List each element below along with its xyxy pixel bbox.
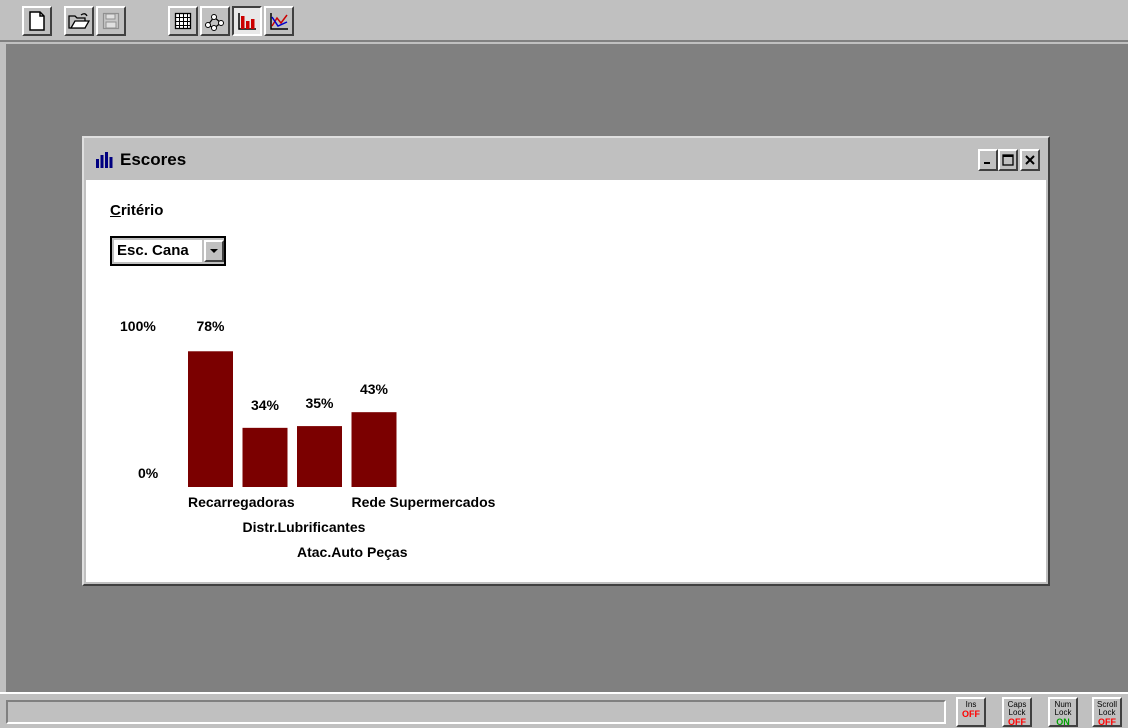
new-document-icon	[29, 11, 45, 31]
criterio-dropdown-button[interactable]	[204, 240, 224, 262]
save-disk-icon	[102, 12, 120, 30]
open-folder-icon	[68, 13, 90, 29]
minimize-icon	[984, 162, 990, 164]
y-tick-label: 0%	[138, 465, 159, 481]
status-bar: Ins OFF Caps Lock OFF Num Lock ON Scroll…	[0, 692, 1128, 728]
line-chart-button[interactable]	[264, 6, 294, 36]
close-icon	[1025, 155, 1035, 165]
window-client-area: Critério Esc. Cana 100% 0% 78% Recarregad…	[86, 180, 1046, 582]
new-document-button[interactable]	[22, 6, 52, 36]
network-diagram-button[interactable]	[200, 6, 230, 36]
bar-chart-icon	[96, 152, 113, 168]
toolbar	[0, 0, 1128, 42]
num-lock-indicator: Num Lock ON	[1048, 697, 1078, 727]
escores-window: Escores Critério Esc. Cana 100% 0% 78% Re…	[82, 136, 1050, 586]
close-button[interactable]	[1020, 149, 1040, 171]
bar-1	[242, 427, 288, 487]
criterio-select-value: Esc. Cana	[114, 240, 202, 262]
chevron-down-icon	[210, 249, 218, 253]
bar-3	[351, 412, 397, 487]
minimize-button[interactable]	[978, 149, 998, 171]
maximize-icon	[1002, 154, 1014, 166]
data-label: 35%	[305, 395, 334, 411]
data-label: 34%	[251, 397, 280, 413]
bar-2	[297, 426, 342, 487]
x-category-label: Recarregadoras	[188, 494, 295, 510]
scroll-lock-indicator: Scroll Lock OFF	[1092, 697, 1122, 727]
criterio-label: Critério	[110, 202, 164, 219]
line-chart-icon	[270, 13, 288, 30]
network-diagram-icon	[205, 14, 224, 31]
grid-table-icon	[174, 12, 192, 30]
data-label: 78%	[196, 318, 225, 334]
scores-bar-chart: 100% 0% 78% Recarregadoras 34% Distr.Lubrif…	[120, 318, 496, 560]
x-category-label: Atac.Auto Peças	[297, 544, 408, 560]
bar-0	[188, 351, 233, 487]
ins-key-indicator: Ins OFF	[956, 697, 986, 727]
grid-table-button[interactable]	[168, 6, 198, 36]
maximize-button[interactable]	[998, 149, 1018, 171]
status-message-panel	[6, 700, 946, 724]
caps-lock-indicator: Caps Lock OFF	[1002, 697, 1032, 727]
y-tick-label: 100%	[120, 318, 156, 334]
window-titlebar[interactable]: Escores	[86, 140, 1046, 180]
data-label: 43%	[360, 381, 389, 397]
x-category-label: Rede Supermercados	[352, 494, 496, 510]
criterio-select[interactable]: Esc. Cana	[110, 236, 226, 266]
x-category-label: Distr.Lubrificantes	[243, 519, 366, 535]
save-button[interactable]	[96, 6, 126, 36]
bar-chart-button[interactable]	[232, 6, 262, 36]
open-button[interactable]	[64, 6, 94, 36]
bar-chart-icon	[238, 13, 256, 30]
window-title: Escores	[120, 150, 187, 169]
